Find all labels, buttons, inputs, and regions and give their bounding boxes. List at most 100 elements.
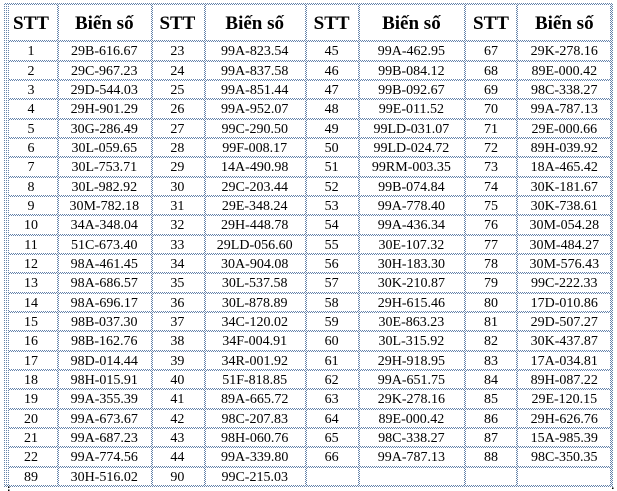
svg-text:99LD-031.07: 99LD-031.07 bbox=[373, 122, 449, 137]
svg-text:85: 85 bbox=[484, 392, 498, 407]
svg-text:45: 45 bbox=[325, 44, 339, 59]
svg-text:89A-665.72: 89A-665.72 bbox=[221, 392, 288, 407]
svg-text:3: 3 bbox=[28, 83, 35, 98]
svg-text:68: 68 bbox=[484, 64, 498, 79]
svg-text:8: 8 bbox=[28, 180, 35, 195]
svg-text:29H-901.29: 29H-901.29 bbox=[71, 102, 138, 117]
svg-text:99A-436.34: 99A-436.34 bbox=[378, 218, 445, 233]
svg-text:30: 30 bbox=[170, 180, 184, 195]
svg-text:98D-014.44: 98D-014.44 bbox=[71, 354, 138, 369]
svg-text:60: 60 bbox=[325, 334, 339, 349]
svg-text:30K-738.61: 30K-738.61 bbox=[531, 199, 598, 214]
svg-text:80: 80 bbox=[484, 296, 498, 311]
svg-text:56: 56 bbox=[325, 257, 339, 272]
svg-text:51C-673.40: 51C-673.40 bbox=[71, 238, 138, 253]
svg-text:15: 15 bbox=[24, 315, 38, 330]
svg-text:15A-985.39: 15A-985.39 bbox=[531, 431, 598, 446]
svg-text:61: 61 bbox=[325, 354, 339, 369]
svg-text:98C-338.27: 98C-338.27 bbox=[378, 431, 445, 446]
svg-text:48: 48 bbox=[325, 102, 339, 117]
svg-text:25: 25 bbox=[170, 83, 184, 98]
svg-text:57: 57 bbox=[325, 276, 339, 291]
svg-text:29E-000.66: 29E-000.66 bbox=[531, 122, 597, 137]
svg-text:29: 29 bbox=[170, 160, 184, 175]
svg-text:42: 42 bbox=[170, 412, 184, 427]
svg-text:76: 76 bbox=[484, 218, 498, 233]
svg-text:16: 16 bbox=[24, 334, 38, 349]
svg-text:29C-967.23: 29C-967.23 bbox=[71, 64, 138, 79]
svg-text:29D-507.27: 29D-507.27 bbox=[531, 315, 598, 330]
svg-text:74: 74 bbox=[484, 180, 498, 195]
svg-text:98C-338.27: 98C-338.27 bbox=[531, 83, 598, 98]
svg-text:30H-516.02: 30H-516.02 bbox=[71, 470, 138, 485]
svg-text:98A-461.45: 98A-461.45 bbox=[71, 257, 138, 272]
svg-text:69: 69 bbox=[484, 83, 498, 98]
svg-text:83: 83 bbox=[484, 354, 498, 369]
svg-text:99A-339.80: 99A-339.80 bbox=[221, 450, 288, 465]
svg-text:17: 17 bbox=[24, 354, 38, 369]
svg-text:50: 50 bbox=[325, 141, 339, 156]
svg-text:99A-952.07: 99A-952.07 bbox=[221, 102, 288, 117]
svg-text:34F-004.91: 34F-004.91 bbox=[222, 334, 287, 349]
svg-text:30L-059.65: 30L-059.65 bbox=[71, 141, 137, 156]
svg-text:29D-544.03: 29D-544.03 bbox=[71, 83, 138, 98]
svg-text:2: 2 bbox=[28, 64, 35, 79]
svg-text:49: 49 bbox=[325, 122, 339, 137]
svg-text:62: 62 bbox=[325, 373, 339, 388]
svg-text:99A-774.56: 99A-774.56 bbox=[71, 450, 138, 465]
svg-text:99C-290.50: 99C-290.50 bbox=[221, 122, 288, 137]
svg-text:10: 10 bbox=[24, 218, 38, 233]
svg-text:98H-015.91: 98H-015.91 bbox=[71, 373, 138, 388]
svg-text:17A-034.81: 17A-034.81 bbox=[531, 354, 598, 369]
svg-text:89E-000.42: 89E-000.42 bbox=[379, 412, 445, 427]
svg-text:39: 39 bbox=[170, 354, 184, 369]
svg-text:12: 12 bbox=[24, 257, 38, 272]
svg-text:98C-207.83: 98C-207.83 bbox=[221, 412, 288, 427]
svg-text:53: 53 bbox=[325, 199, 339, 214]
svg-text:30L-753.71: 30L-753.71 bbox=[71, 160, 137, 175]
svg-text:65: 65 bbox=[325, 431, 339, 446]
svg-text:58: 58 bbox=[325, 296, 339, 311]
svg-text:14A-490.98: 14A-490.98 bbox=[221, 160, 288, 175]
svg-text:34: 34 bbox=[170, 257, 184, 272]
svg-text:55: 55 bbox=[325, 238, 339, 253]
svg-text:Biến số: Biến số bbox=[225, 13, 284, 34]
svg-text:43: 43 bbox=[170, 431, 184, 446]
svg-text:99A-787.13: 99A-787.13 bbox=[378, 450, 445, 465]
svg-text:59: 59 bbox=[325, 315, 339, 330]
svg-text:99B-084.12: 99B-084.12 bbox=[378, 64, 445, 79]
svg-text:30M-576.43: 30M-576.43 bbox=[529, 257, 599, 272]
svg-text:86: 86 bbox=[484, 412, 498, 427]
svg-text:Biến số: Biến số bbox=[75, 13, 134, 34]
svg-text:30E-863.23: 30E-863.23 bbox=[379, 315, 445, 330]
svg-text:30M-054.28: 30M-054.28 bbox=[529, 218, 599, 233]
svg-text:23: 23 bbox=[170, 44, 184, 59]
svg-text:STT: STT bbox=[13, 13, 49, 34]
svg-text:99A-837.58: 99A-837.58 bbox=[221, 64, 288, 79]
svg-text:30K-181.67: 30K-181.67 bbox=[531, 180, 598, 195]
svg-text:29E-348.24: 29E-348.24 bbox=[222, 199, 288, 214]
svg-text:4: 4 bbox=[28, 102, 35, 117]
svg-text:30G-286.49: 30G-286.49 bbox=[71, 122, 138, 137]
svg-text:30L-982.92: 30L-982.92 bbox=[71, 180, 137, 195]
svg-text:5: 5 bbox=[28, 122, 35, 137]
svg-text:44: 44 bbox=[170, 450, 184, 465]
svg-text:30M-484.27: 30M-484.27 bbox=[529, 238, 599, 253]
svg-text:34R-001.92: 34R-001.92 bbox=[221, 354, 288, 369]
svg-text:29LD-056.60: 29LD-056.60 bbox=[217, 238, 293, 253]
svg-text:99C-222.33: 99C-222.33 bbox=[531, 276, 598, 291]
svg-text:32: 32 bbox=[170, 218, 184, 233]
svg-text:46: 46 bbox=[325, 64, 339, 79]
svg-text:99A-673.67: 99A-673.67 bbox=[71, 412, 138, 427]
svg-text:51: 51 bbox=[325, 160, 339, 175]
svg-text:STT: STT bbox=[159, 13, 195, 34]
svg-text:19: 19 bbox=[24, 392, 38, 407]
svg-text:1: 1 bbox=[28, 44, 35, 59]
svg-text:99A-851.44: 99A-851.44 bbox=[221, 83, 288, 98]
svg-text:20: 20 bbox=[24, 412, 38, 427]
svg-text:72: 72 bbox=[484, 141, 498, 156]
svg-text:29H-918.95: 29H-918.95 bbox=[378, 354, 445, 369]
svg-text:98A-686.57: 98A-686.57 bbox=[71, 276, 138, 291]
svg-text:24: 24 bbox=[170, 64, 184, 79]
svg-text:33: 33 bbox=[170, 238, 184, 253]
